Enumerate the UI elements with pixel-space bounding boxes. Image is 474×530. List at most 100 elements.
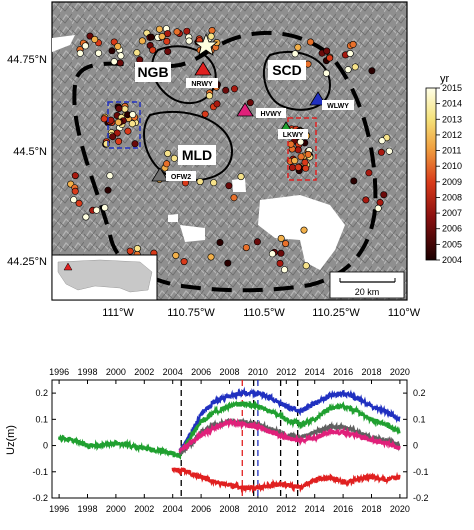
inset-location-marker [63, 262, 73, 271]
lake-box [287, 117, 317, 181]
earthquake-marker [323, 47, 331, 55]
caldera-label-scd: SCD [272, 62, 302, 78]
earthquake-marker [350, 177, 358, 185]
earthquake-marker [300, 226, 308, 234]
lat-label: 44.75°N [7, 54, 47, 66]
earthquake-marker [170, 154, 178, 162]
earthquake-marker [133, 49, 141, 57]
colorbar-tick-label: 2012 [442, 130, 462, 140]
lon-label: 110.5°W [243, 307, 285, 319]
earthquake-marker [108, 47, 116, 55]
earthquake-marker [158, 32, 166, 40]
earthquake-marker [173, 28, 181, 36]
x-tick-label-bottom: 2012 [276, 504, 296, 514]
earthquake-marker [242, 244, 250, 252]
earthquake-marker [351, 63, 359, 71]
earthquake-marker [224, 259, 232, 267]
colorbar-tick-label: 2014 [442, 99, 462, 109]
station-hvwy-marker [236, 102, 254, 117]
earthquake-marker [163, 160, 171, 168]
series-line-0 [178, 386, 401, 453]
earthquake-marker [114, 42, 122, 50]
earthquake-marker [287, 140, 295, 148]
lake-shape [168, 214, 178, 222]
x-tick-label-bottom: 2018 [361, 504, 381, 514]
colorbar: yr 2015 2014 2013 2012 2011 2010 2009 2008 2007 2… [425, 73, 462, 265]
station-label-nrwy: NRWY [191, 81, 213, 88]
station-nrwy-marker [194, 61, 212, 76]
earthquake-marker [95, 49, 103, 57]
earthquake-marker [129, 111, 137, 119]
earthquake-marker [138, 37, 146, 45]
earthquake-marker [76, 49, 84, 57]
x-tick-label-bottom: 2016 [333, 504, 353, 514]
x-tick-label-top: 2020 [390, 367, 410, 377]
earthquake-marker [70, 196, 78, 204]
earthquake-marker [288, 164, 296, 172]
station-ofw2-marker [151, 167, 169, 182]
y-tick-label-left: 0.1 [35, 414, 48, 424]
earthquake-marker [156, 25, 164, 33]
earthquake-marker [163, 37, 171, 45]
y-tick-label-right: 0.2 [413, 388, 426, 398]
earthquake-marker [75, 199, 83, 207]
colorbar-tick-label: 2010 [442, 161, 462, 171]
earthquake-marker [147, 33, 155, 41]
colorbar-tick-label: 2008 [442, 192, 462, 202]
earthquake-marker [113, 129, 121, 137]
earthquake-marker [133, 245, 141, 253]
ngb-label-group: NGB [135, 62, 171, 82]
y-tick-label-right: 0.1 [413, 414, 426, 424]
x-tick-label-top: 2004 [163, 367, 183, 377]
earthquake-marker [172, 252, 180, 260]
earthquake-marker [365, 169, 373, 177]
x-tick-label-bottom: 2020 [390, 504, 410, 514]
earthquake-marker [246, 99, 254, 107]
earthquake-marker [114, 118, 122, 126]
timeseries-panel: 1996 1998 2000 2002 2004 2006 2008 2010 2012 2014… [5, 367, 429, 514]
lon-label: 110.75°W [167, 307, 215, 319]
earthquake-marker [117, 52, 125, 60]
caldera-label-mld: MLD [182, 147, 212, 163]
x-tick-label-top: 2018 [361, 367, 381, 377]
colorbar-title: yr [440, 73, 450, 85]
earthquake-marker [164, 30, 172, 38]
x-tick-label-top: 2006 [191, 367, 211, 377]
earthquake-marker [302, 262, 310, 270]
colorbar-tick-label: 2004 [442, 255, 462, 265]
lat-label: 44.25°N [7, 256, 47, 268]
norris-box [107, 101, 141, 149]
earthquake-marker [207, 253, 215, 261]
earthquake-marker [109, 133, 117, 141]
earthquake-marker [301, 158, 309, 166]
earthquake-marker [104, 186, 112, 194]
earthquake-marker [380, 191, 388, 199]
earthquake-marker [116, 59, 124, 67]
earthquake-marker [196, 178, 204, 186]
mld-label-group: MLD [178, 145, 216, 165]
colorbar-tick-label: 2006 [442, 224, 462, 234]
series-line-4 [171, 467, 401, 494]
star-marker [193, 32, 219, 56]
earthquake-marker [213, 100, 221, 108]
earthquake-marker [362, 196, 370, 204]
lake-shape [52, 35, 75, 52]
earthquake-marker [210, 179, 218, 187]
earthquake-marker [124, 127, 132, 135]
earthquake-marker [304, 150, 312, 158]
earthquake-marker [91, 35, 99, 43]
earthquake-marker [294, 146, 302, 154]
earthquake-marker [230, 194, 238, 202]
x-tick-label-top: 2008 [219, 367, 239, 377]
earthquake-marker [71, 187, 79, 195]
lon-label: 111°W [102, 307, 134, 319]
earthquake-marker [71, 172, 79, 180]
earthquake-marker [268, 250, 276, 258]
earthquake-marker [306, 38, 314, 46]
map-panel: NGB SCD MLD NRWY HVWY WLWY LKWY OFW2 [7, 1, 421, 319]
earthquake-marker [385, 147, 393, 155]
earthquake-marker [297, 138, 305, 146]
x-tick-label-top: 2012 [276, 367, 296, 377]
lake-shape [180, 225, 205, 242]
earthquake-marker [185, 37, 193, 45]
